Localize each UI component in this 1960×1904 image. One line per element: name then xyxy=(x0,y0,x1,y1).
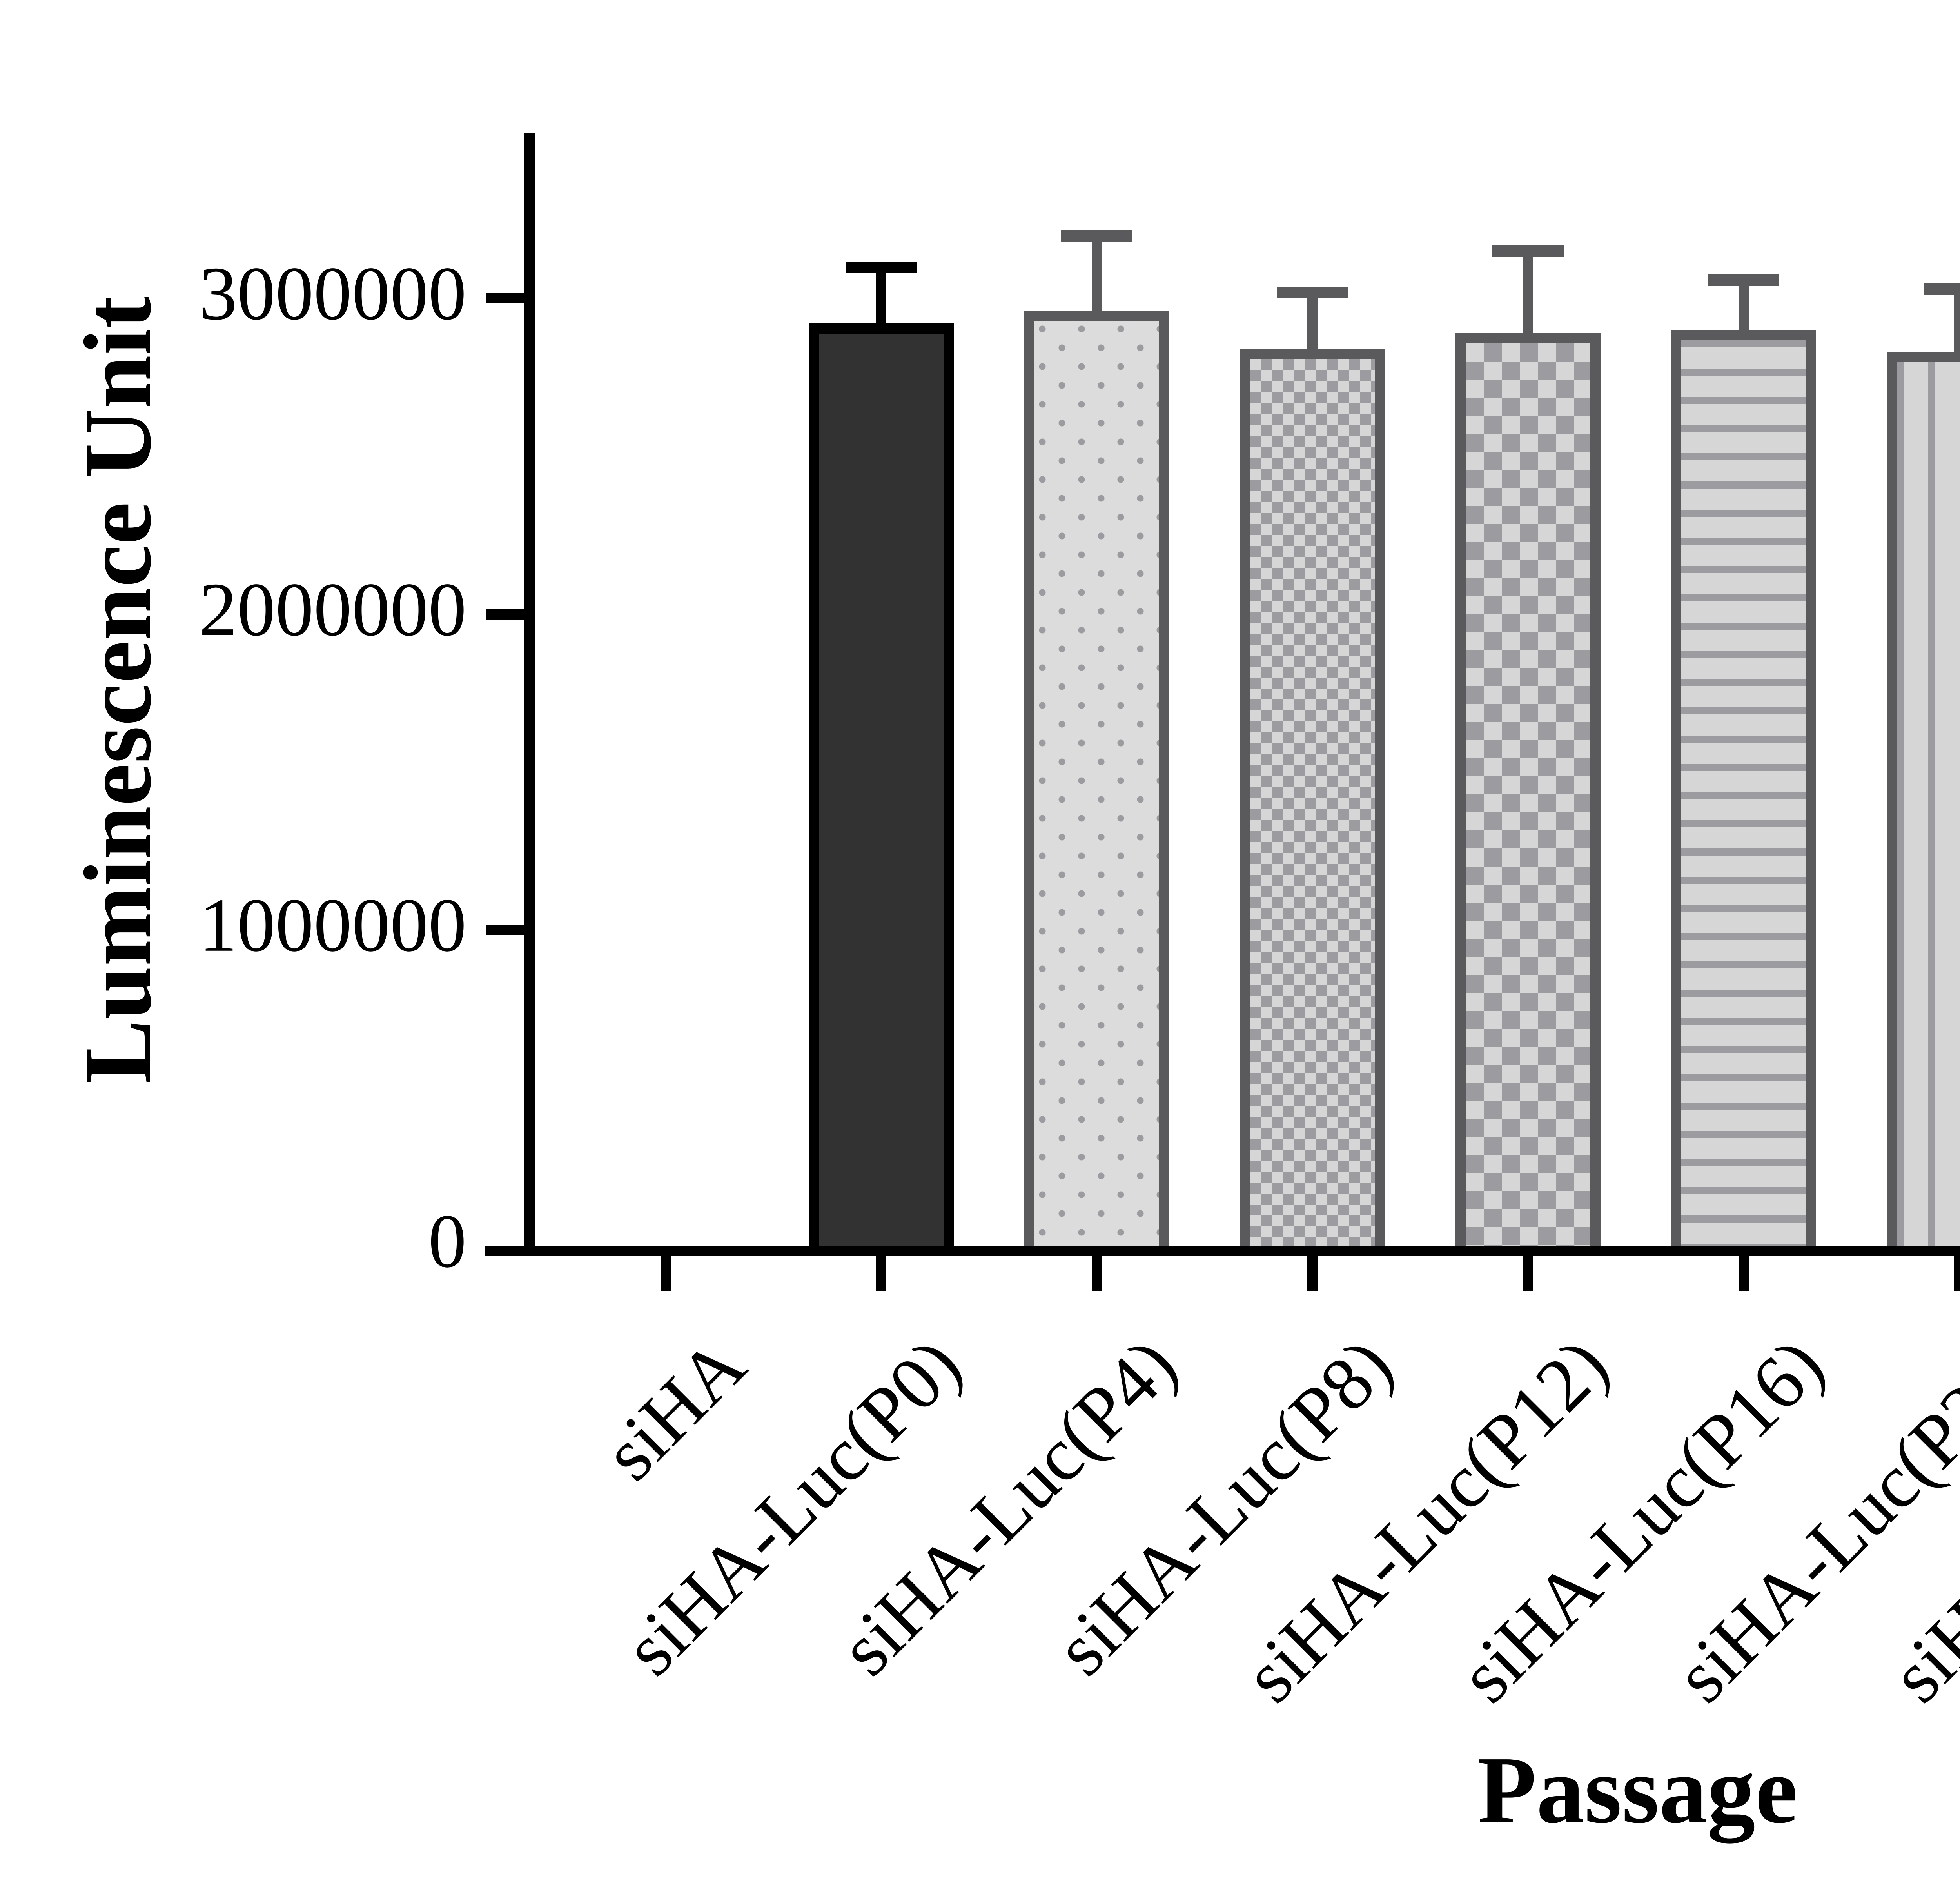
x-tick-siha-luc-p12 xyxy=(1523,1256,1533,1291)
error-bar-cap-siha-luc-p0 xyxy=(846,261,917,273)
error-bar-cap-siha-luc-p4 xyxy=(1061,229,1132,242)
y-tick-2000000 xyxy=(486,609,524,620)
error-bar-cap-siha-luc-p16 xyxy=(1708,274,1779,286)
error-bar-cap-siha-luc-p20 xyxy=(1924,283,1960,295)
bar-siha-luc-p0 xyxy=(809,323,954,1256)
error-bar-cap-siha-luc-p12 xyxy=(1492,245,1564,258)
bar-siha-luc-p20 xyxy=(1887,352,1960,1256)
bar-siha-luc-p12 xyxy=(1455,333,1601,1256)
y-axis-line xyxy=(524,133,535,1256)
x-axis-title: Passage xyxy=(1477,1737,1798,1843)
x-tick-siha-luc-p0 xyxy=(876,1256,886,1291)
y-tick-label-0: 0 xyxy=(428,1199,467,1284)
bar-siha-luc-p4 xyxy=(1024,311,1169,1256)
x-tick-siha-luc-p8 xyxy=(1307,1256,1318,1291)
y-tick-1000000 xyxy=(486,925,524,936)
x-tick-siha xyxy=(661,1256,671,1291)
x-tick-siha-luc-p20 xyxy=(1954,1256,1960,1291)
x-tick-siha-luc-p16 xyxy=(1739,1256,1749,1291)
x-tick-siha-luc-p4 xyxy=(1092,1256,1102,1291)
x-axis-line xyxy=(485,1246,1960,1256)
y-tick-label-1000000: 1000000 xyxy=(199,883,467,968)
y-tick-label-2000000: 2000000 xyxy=(199,567,467,652)
bar-siha-luc-p8 xyxy=(1240,349,1385,1256)
error-bar-cap-siha-luc-p8 xyxy=(1277,287,1348,298)
y-tick-label-3000000: 3000000 xyxy=(199,251,467,336)
x-tick-label-siha: siHA xyxy=(588,1322,762,1497)
y-tick-3000000 xyxy=(486,293,524,303)
bar-siha-luc-p16 xyxy=(1671,330,1816,1256)
